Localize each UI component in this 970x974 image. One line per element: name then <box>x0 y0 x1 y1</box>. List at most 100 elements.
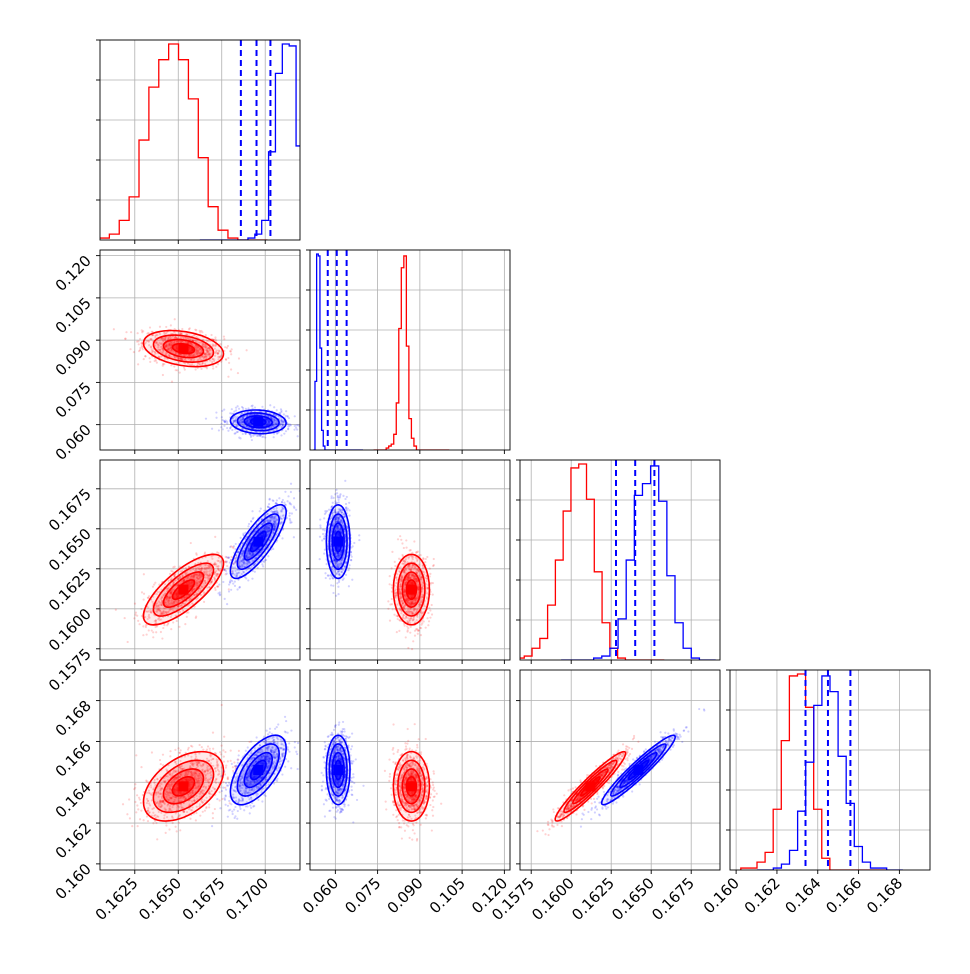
scatter-point <box>254 571 256 573</box>
scatter-point <box>212 367 214 369</box>
scatter-point <box>394 561 396 563</box>
scatter-point <box>214 589 216 591</box>
scatter-point <box>322 533 324 535</box>
scatter-point <box>133 351 135 353</box>
scatter-point <box>428 620 430 622</box>
scatter-point <box>141 342 143 344</box>
scatter-point <box>425 627 427 629</box>
scatter-point <box>293 497 295 499</box>
scatter-point <box>225 570 227 572</box>
scatter-point <box>295 509 297 511</box>
scatter-point <box>143 358 145 360</box>
scatter-point <box>406 625 408 627</box>
scatter-point <box>348 502 350 504</box>
scatter-point <box>138 623 140 625</box>
scatter-point <box>153 583 155 585</box>
scatter-point <box>328 509 330 511</box>
density-peak <box>253 417 263 427</box>
scatter-point <box>415 551 417 553</box>
scatter-point <box>135 612 137 614</box>
scatter-point <box>252 518 254 520</box>
scatter-point <box>422 558 424 560</box>
scatter-point <box>184 623 186 625</box>
scatter-point <box>337 499 339 501</box>
scatter-point <box>242 433 244 435</box>
scatter-point <box>165 326 167 328</box>
scatter-point <box>237 431 239 433</box>
scatter-point <box>250 434 252 436</box>
scatter-point <box>289 519 291 521</box>
scatter-point <box>146 633 148 635</box>
scatter-point <box>345 503 347 505</box>
scatter-point <box>319 526 321 528</box>
scatter-point <box>252 435 254 437</box>
scatter-point <box>205 334 207 336</box>
scatter-point <box>229 561 231 563</box>
scatter-point <box>302 513 304 515</box>
scatter-point <box>293 505 295 507</box>
scatter-point <box>183 367 185 369</box>
scatter-point <box>391 603 393 605</box>
scatter-point <box>394 565 396 567</box>
scatter-point <box>241 406 243 408</box>
scatter-point <box>284 503 286 505</box>
y-tick-label: 0.120 <box>52 252 95 295</box>
scatter-point <box>250 521 252 523</box>
scatter-point <box>215 417 217 419</box>
histogram-step <box>313 254 363 450</box>
scatter-point <box>154 582 156 584</box>
scatter-point <box>229 427 231 429</box>
scatter-point <box>195 617 197 619</box>
scatter-point <box>325 577 327 579</box>
scatter-point <box>247 407 249 409</box>
scatter-point <box>257 567 259 569</box>
scatter-point <box>259 434 261 436</box>
scatter-point <box>245 577 247 579</box>
scatter-point <box>137 620 139 622</box>
scatter-point <box>285 410 287 412</box>
scatter-point <box>287 495 289 497</box>
scatter-point <box>426 617 428 619</box>
scatter-point <box>427 624 429 626</box>
scatter-point <box>172 621 174 623</box>
scatter-point <box>421 622 423 624</box>
panel-content-0-0 <box>99 40 316 240</box>
scatter-point <box>419 627 421 629</box>
scatter-point <box>234 432 236 434</box>
scatter-point <box>143 573 145 575</box>
scatter-point <box>228 590 230 592</box>
scatter-point <box>322 529 324 531</box>
y-tick-label: 0.1675 <box>45 485 95 535</box>
scatter-point <box>273 436 275 438</box>
panel-1-1 <box>306 250 510 454</box>
scatter-point <box>230 353 232 355</box>
scatter-point <box>215 366 217 368</box>
scatter-point <box>276 409 278 411</box>
scatter-point <box>137 332 139 334</box>
scatter-point <box>389 583 391 585</box>
scatter-point <box>235 409 237 411</box>
scatter-point <box>221 419 223 421</box>
scatter-point <box>295 427 297 429</box>
scatter-point <box>214 338 216 340</box>
scatter-point <box>429 573 431 575</box>
scatter-point <box>281 501 283 503</box>
scatter-point <box>156 362 158 364</box>
scatter-point <box>401 554 403 556</box>
scatter-point <box>152 631 154 633</box>
scatter-point <box>293 429 295 431</box>
scatter-point <box>427 612 429 614</box>
panel-content-2-0 <box>115 483 319 643</box>
scatter-point <box>281 537 283 539</box>
scatter-point <box>163 624 165 626</box>
scatter-point <box>237 372 239 374</box>
scatter-point <box>414 630 416 632</box>
scatter-point <box>337 586 339 588</box>
scatter-point <box>227 376 229 378</box>
y-tick-label: 0.060 <box>52 421 95 464</box>
scatter-point <box>162 374 164 376</box>
scatter-point <box>179 372 181 374</box>
